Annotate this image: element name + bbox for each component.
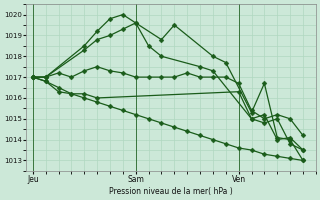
X-axis label: Pression niveau de la mer( hPa ): Pression niveau de la mer( hPa ) bbox=[109, 187, 233, 196]
